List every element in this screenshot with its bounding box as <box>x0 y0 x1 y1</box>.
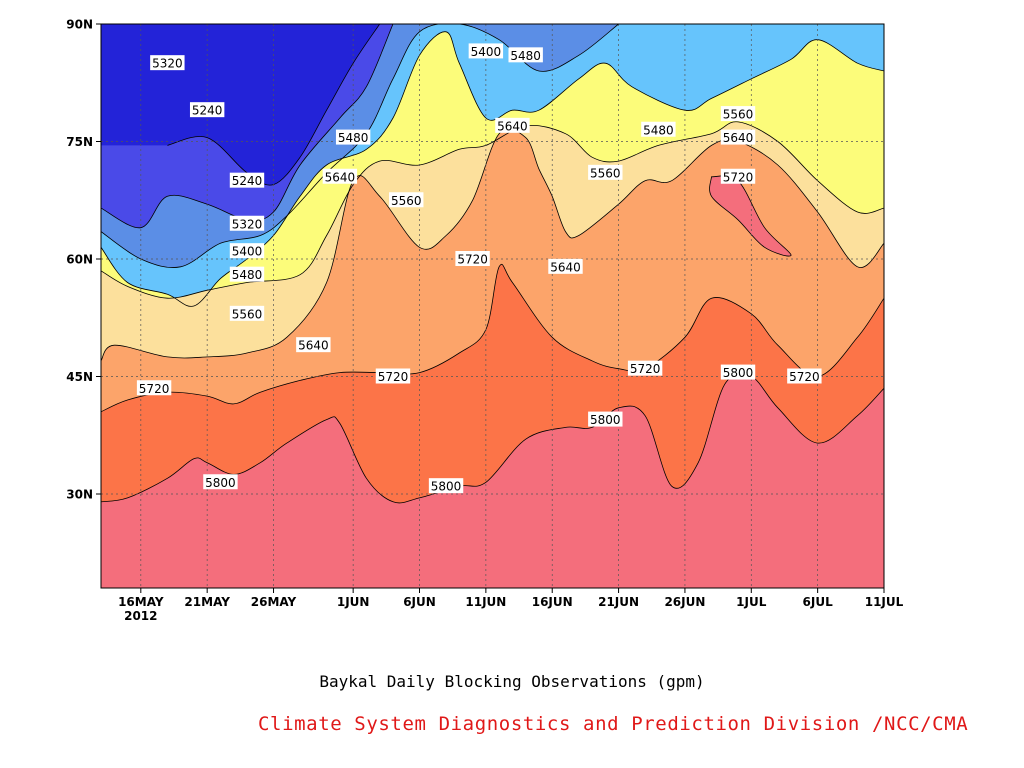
contour-label-bg <box>229 305 265 321</box>
chart-title: Baykal Daily Blocking Observations (gpm) <box>319 672 705 691</box>
x-tick-label: 21JUN <box>598 595 639 609</box>
contour-label-bg <box>229 266 265 282</box>
contour-label-bg <box>641 121 676 137</box>
contour-label: 5480 <box>510 49 541 63</box>
contour-label: 5640 <box>550 260 581 274</box>
contour-label: 5720 <box>378 370 409 384</box>
y-tick-label: 60N <box>66 253 93 267</box>
x-tick-label: 1JUN <box>337 595 370 609</box>
y-tick-label: 75N <box>66 135 93 149</box>
contour-label-bg <box>322 168 358 184</box>
contour-label-bg <box>136 380 172 396</box>
contour-fills <box>101 24 884 588</box>
contour-line-5480 <box>101 31 884 307</box>
contour-label-bg <box>389 192 424 208</box>
contour-label-bg <box>508 47 543 63</box>
contour-label: 5720 <box>457 253 488 267</box>
contour-label: 5640 <box>325 170 356 184</box>
contour-label: 5560 <box>590 166 621 180</box>
x-tick-sublabel: 2012 <box>124 609 157 623</box>
contour-label: 5720 <box>723 170 754 184</box>
contour-label: 5320 <box>152 57 183 71</box>
contour-label: 5720 <box>630 362 661 376</box>
x-tick-label: 26JUN <box>664 595 705 609</box>
contour-line-5240 <box>167 24 381 186</box>
contour-label: 5560 <box>232 307 263 321</box>
x-tick-label: 11JUL <box>865 595 904 609</box>
contour-label: 5640 <box>298 339 329 353</box>
contour-label-bg <box>203 474 238 490</box>
x-tick-label: 11JUN <box>465 595 506 609</box>
contour-label: 5800 <box>431 480 462 494</box>
contour-label-bg <box>428 478 464 494</box>
contour-label-bg <box>720 129 756 145</box>
x-tick-label: 6JUN <box>403 595 436 609</box>
contour-label: 5720 <box>789 370 820 384</box>
band-fill-5800 <box>101 24 884 588</box>
x-tick-label: 26MAY <box>251 595 297 609</box>
contour-label: 5240 <box>192 104 223 118</box>
grid-lines <box>101 24 884 588</box>
y-tick-label: 30N <box>66 488 93 502</box>
contour-label: 5560 <box>723 108 754 122</box>
contour-label-bg <box>588 411 623 427</box>
contour-label-bg <box>296 337 331 353</box>
plot-frame <box>100 23 885 589</box>
contour-label-bg <box>229 172 265 188</box>
contour-label-bg <box>455 251 490 266</box>
contour-label: 5640 <box>497 119 528 133</box>
credit-line: Climate System Diagnostics and Predictio… <box>258 713 969 735</box>
contour-label-bg <box>375 368 411 384</box>
contour-label-bg <box>720 364 756 380</box>
contour-labels: 5320 5240 5240 5320 5400 5480 5560 5640 5720 5800… <box>136 43 822 494</box>
contour-label: 5400 <box>232 245 263 259</box>
contour-label: 5480 <box>338 131 369 145</box>
y-tick-label: 45N <box>66 370 93 384</box>
contour-label-bg <box>335 129 371 145</box>
contour-label-bg <box>229 215 265 231</box>
contour-label-bg <box>468 43 504 59</box>
x-tick-label: 1JUL <box>736 595 767 609</box>
contour-label: 5640 <box>723 131 754 145</box>
contour-line-5720 <box>101 263 884 413</box>
contour-label-bg <box>720 168 756 184</box>
contour-label: 5720 <box>139 382 170 396</box>
contour-label: 5480 <box>643 123 674 137</box>
contour-label-bg <box>229 243 265 259</box>
x-tick-label: 16MAY <box>118 595 164 609</box>
contour-label: 5800 <box>723 366 754 380</box>
contour-label-bg <box>189 102 225 118</box>
contour-label: 5800 <box>205 476 236 490</box>
contour-label-bg <box>627 360 663 376</box>
x-tick-label: 16JUN <box>532 595 573 609</box>
x-tick-label: 21MAY <box>184 595 230 609</box>
contour-label-bg <box>150 55 185 71</box>
contour-label: 5560 <box>391 194 422 208</box>
x-tick-label: 6JUL <box>803 595 834 609</box>
contour-label: 5400 <box>471 45 502 59</box>
contour-label-bg <box>495 117 530 133</box>
contour-label: 5800 <box>590 413 621 427</box>
contour-label-bg <box>588 164 623 180</box>
contour-label-bg <box>720 106 756 122</box>
contour-label-bg <box>787 368 822 384</box>
y-tick-label: 90N <box>66 18 93 32</box>
contour-label: 5480 <box>232 268 263 282</box>
contour-label: 5240 <box>232 174 263 188</box>
contour-label: 5320 <box>232 217 263 231</box>
contour-label-bg <box>548 258 583 274</box>
